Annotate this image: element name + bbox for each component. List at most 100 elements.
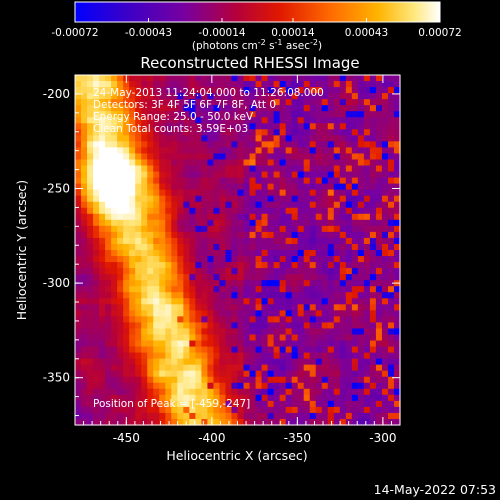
heatmap-cell bbox=[231, 111, 239, 118]
heatmap-cell bbox=[231, 274, 239, 281]
heatmap-cell bbox=[183, 412, 190, 420]
heatmap-cell bbox=[351, 237, 359, 245]
heatmap-cell bbox=[225, 135, 233, 142]
heatmap-cell bbox=[243, 334, 251, 342]
heatmap-cell bbox=[315, 316, 323, 324]
heatmap-cell bbox=[297, 99, 305, 106]
heatmap-cell bbox=[189, 406, 196, 414]
heatmap-cell bbox=[351, 177, 359, 185]
heatmap-cell bbox=[207, 87, 215, 94]
heatmap-cell bbox=[123, 213, 130, 221]
heatmap-cell bbox=[369, 382, 377, 390]
heatmap-cell bbox=[141, 87, 148, 94]
heatmap-cell bbox=[243, 213, 251, 221]
heatmap-cell bbox=[81, 262, 88, 269]
heatmap-cell bbox=[231, 268, 239, 275]
heatmap-cell bbox=[333, 316, 341, 324]
heatmap-cell bbox=[363, 237, 371, 245]
heatmap-cell bbox=[111, 99, 118, 106]
heatmap-cell bbox=[255, 135, 263, 142]
heatmap-cell bbox=[87, 364, 94, 372]
heatmap-cell bbox=[201, 358, 209, 366]
heatmap-cell bbox=[255, 111, 263, 118]
footer-timestamp: 14-May-2022 07:53 bbox=[374, 482, 496, 497]
heatmap-cell bbox=[177, 280, 184, 287]
heatmap-cell bbox=[141, 117, 148, 124]
heatmap-cell bbox=[333, 388, 341, 396]
heatmap-cell bbox=[189, 87, 196, 94]
heatmap-cell bbox=[195, 328, 202, 336]
heatmap-cell bbox=[321, 274, 329, 281]
heatmap-cell bbox=[339, 256, 347, 263]
heatmap-cell bbox=[345, 243, 353, 251]
heatmap-cell bbox=[375, 135, 383, 142]
heatmap-cell bbox=[219, 87, 227, 94]
heatmap-cell bbox=[189, 117, 196, 124]
heatmap-cell bbox=[183, 147, 190, 155]
heatmap-cell bbox=[225, 111, 233, 118]
heatmap-cell bbox=[87, 340, 94, 348]
heatmap-cell bbox=[291, 135, 299, 142]
heatmap-cell bbox=[297, 231, 305, 239]
heatmap-cell bbox=[93, 75, 100, 82]
heatmap-cell bbox=[357, 340, 365, 348]
heatmap-cell bbox=[129, 201, 136, 209]
heatmap-cell bbox=[177, 250, 184, 257]
heatmap-cell bbox=[339, 358, 347, 366]
heatmap-cell bbox=[267, 280, 275, 287]
heatmap-cell bbox=[147, 225, 154, 233]
heatmap-cell bbox=[99, 153, 106, 161]
heatmap-cell bbox=[219, 418, 227, 426]
heatmap-cell bbox=[147, 316, 154, 324]
heatmap-cell bbox=[231, 75, 239, 82]
heatmap-cell bbox=[363, 87, 371, 94]
heatmap-cell bbox=[225, 340, 233, 348]
heatmap-cell bbox=[393, 388, 401, 396]
heatmap-cell bbox=[321, 153, 329, 161]
heatmap-cell bbox=[369, 117, 377, 124]
heatmap-cell bbox=[141, 201, 148, 209]
heatmap-cell bbox=[303, 93, 311, 100]
heatmap-cell bbox=[279, 225, 287, 233]
heatmap-cell bbox=[147, 304, 154, 311]
heatmap-cell bbox=[189, 316, 196, 324]
heatmap-cell bbox=[75, 231, 82, 239]
heatmap-cell bbox=[279, 243, 287, 251]
heatmap-cell bbox=[129, 304, 136, 311]
heatmap-cell bbox=[207, 243, 215, 251]
heatmap-cell bbox=[309, 394, 317, 402]
heatmap-cell bbox=[123, 123, 130, 130]
heatmap-cell bbox=[309, 141, 317, 149]
heatmap-cell bbox=[291, 219, 299, 227]
heatmap-cell bbox=[201, 406, 209, 414]
heatmap-cell bbox=[201, 183, 209, 191]
heatmap-cell bbox=[243, 256, 251, 263]
heatmap-cell bbox=[381, 135, 389, 142]
heatmap-cell bbox=[201, 111, 209, 118]
heatmap-cell bbox=[243, 376, 251, 384]
heatmap-cell bbox=[87, 201, 94, 209]
heatmap-cell bbox=[231, 219, 239, 227]
heatmap-cell bbox=[105, 322, 112, 330]
heatmap-cell bbox=[219, 376, 227, 384]
heatmap-cell bbox=[87, 280, 94, 287]
heatmap-cell bbox=[387, 123, 395, 130]
heatmap-cell bbox=[375, 201, 383, 209]
heatmap-cell bbox=[285, 207, 293, 215]
heatmap-cell bbox=[219, 340, 227, 348]
heatmap-cell bbox=[267, 388, 275, 396]
heatmap-cell bbox=[147, 286, 154, 293]
heatmap-cell bbox=[189, 286, 196, 293]
heatmap-cell bbox=[375, 123, 383, 130]
heatmap-cell bbox=[387, 304, 395, 311]
heatmap-cell bbox=[207, 165, 215, 173]
heatmap-cell bbox=[159, 141, 166, 149]
heatmap-cell bbox=[381, 370, 389, 378]
heatmap-cell bbox=[393, 153, 401, 161]
heatmap-cell bbox=[267, 159, 275, 167]
heatmap-cell bbox=[147, 268, 154, 275]
heatmap-cell bbox=[369, 358, 377, 366]
heatmap-cell bbox=[213, 412, 221, 420]
heatmap-cell bbox=[171, 382, 178, 390]
heatmap-cell bbox=[321, 111, 329, 118]
